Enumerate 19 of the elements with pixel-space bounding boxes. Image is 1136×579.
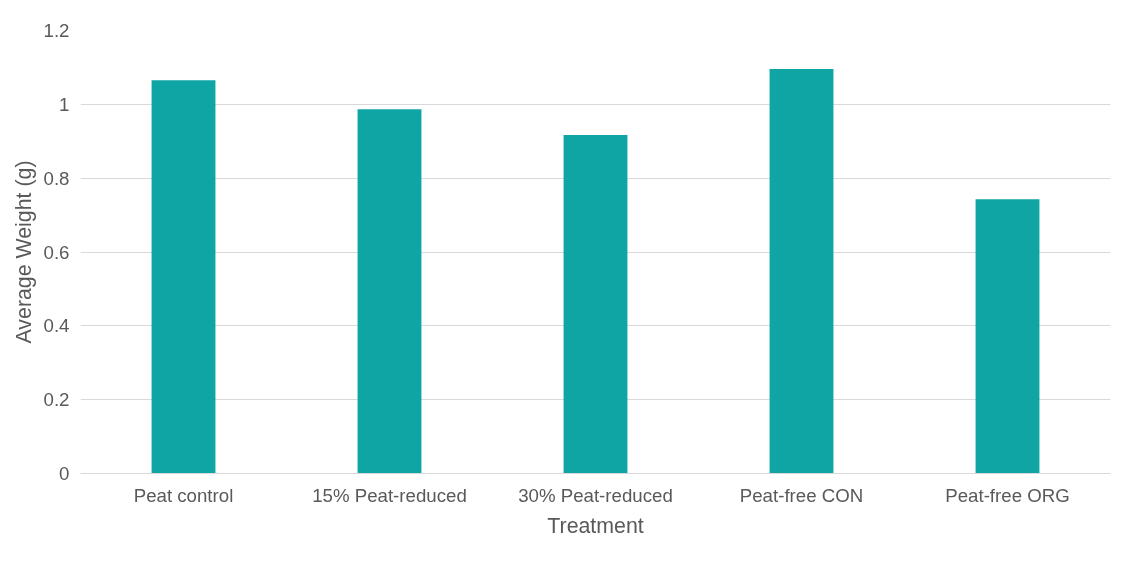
- bar: [357, 109, 422, 474]
- x-tick-label: 30% Peat-reduced: [518, 484, 673, 506]
- bar: [769, 68, 834, 474]
- x-tick-label: 15% Peat-reduced: [312, 484, 467, 506]
- y-tick-label: 0.8: [43, 167, 70, 189]
- y-tick-label: 0.6: [43, 241, 70, 263]
- bar: [563, 134, 628, 474]
- bar: [151, 80, 216, 474]
- x-tick-label: Peat control: [133, 484, 234, 506]
- y-tick-label: 0.2: [43, 389, 70, 411]
- y-tick-label: 1: [59, 93, 70, 115]
- y-axis-title: Average Weight (g): [11, 160, 36, 344]
- y-tick-label: 0.4: [43, 315, 70, 337]
- y-tick-label: 1.2: [43, 20, 70, 41]
- x-axis-title: Treatment: [547, 513, 644, 538]
- y-tick-label: 0: [59, 463, 70, 484]
- x-tick-label: Peat-free ORG: [945, 484, 1070, 506]
- bar: [975, 199, 1040, 474]
- x-tick-label: Peat-free CON: [739, 484, 864, 506]
